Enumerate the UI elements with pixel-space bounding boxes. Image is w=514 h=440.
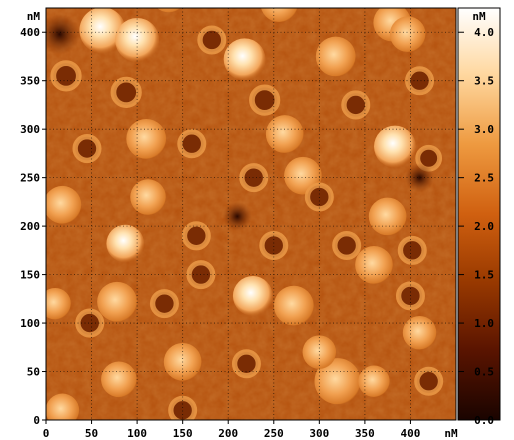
particle-14 — [46, 185, 82, 224]
ring-32 — [341, 90, 371, 120]
particle-11 — [389, 16, 426, 52]
cbar-tick-label-2.5: 2.5 — [474, 172, 494, 185]
particle-0 — [79, 8, 126, 54]
ring-48 — [168, 395, 198, 420]
ring-40 — [149, 289, 179, 319]
particle-8 — [261, 8, 298, 23]
pit-52 — [222, 201, 252, 232]
colorbar: 0.0 0.5 1.0 1.5 2.0 2.5 3.0 3.5 4.0 nM — [457, 7, 501, 427]
particle-5 — [232, 276, 273, 316]
ring-30 — [197, 25, 227, 55]
y-tick-label-300: 300 — [20, 123, 40, 136]
particle-10 — [315, 36, 356, 77]
y-tick-label-250: 250 — [20, 172, 40, 185]
x-tick-label-400: 400 — [401, 427, 421, 440]
x-tick-label-350: 350 — [355, 427, 375, 440]
ring-31 — [249, 84, 281, 116]
particle-7 — [156, 8, 182, 13]
particle-18 — [355, 246, 393, 284]
particle-15 — [130, 179, 166, 215]
surface-features — [46, 8, 444, 420]
colorbar-ticks: 0.0 0.5 1.0 1.5 2.0 2.5 3.0 3.5 4.0 nM — [458, 10, 494, 427]
scan-frame — [45, 7, 457, 421]
y-tick-label-0: 0 — [33, 414, 40, 427]
pit-50 — [46, 13, 81, 55]
ring-39 — [397, 235, 427, 265]
particle-24 — [402, 315, 437, 350]
cbar-unit-label: nM — [472, 10, 486, 23]
cbar-tick-label-1.5: 1.5 — [474, 269, 494, 282]
ring-43 — [231, 349, 261, 379]
particle-4 — [106, 224, 145, 263]
ring-36 — [239, 163, 269, 193]
cbar-tick-label-0.5: 0.5 — [474, 366, 494, 379]
cbar-tick-label-4.0: 4.0 — [474, 26, 494, 39]
x-tick-label-200: 200 — [218, 427, 238, 440]
ring-29 — [110, 76, 142, 108]
y-tick-label-100: 100 — [20, 317, 40, 330]
particle-26 — [302, 335, 337, 369]
x-tick-label-50: 50 — [85, 427, 98, 440]
particle-23 — [46, 287, 71, 320]
y-unit-label: nM — [27, 10, 41, 23]
particle-27 — [358, 365, 390, 397]
x-tick-label-300: 300 — [309, 427, 329, 440]
ring-28 — [50, 60, 82, 92]
y-tick-label-350: 350 — [20, 75, 40, 88]
cbar-tick-label-3.5: 3.5 — [474, 75, 494, 88]
cbar-tick-label-2.0: 2.0 — [474, 220, 494, 233]
x-tick-label-0: 0 — [43, 427, 50, 440]
cbar-tick-label-0.0: 0.0 — [474, 414, 494, 427]
particle-19 — [97, 281, 137, 322]
particle-2 — [223, 38, 266, 81]
particle-20 — [273, 285, 314, 326]
x-axis: 0 50 100 150 200 250 300 350 400 nM — [43, 420, 458, 440]
pit-51 — [404, 163, 435, 193]
ring-45 — [414, 366, 444, 396]
y-tick-label-400: 400 — [20, 26, 40, 39]
cbar-tick-label-1.0: 1.0 — [474, 317, 494, 330]
particle-13 — [265, 115, 304, 153]
x-tick-label-150: 150 — [173, 427, 193, 440]
cbar-tick-label-3.0: 3.0 — [474, 123, 494, 136]
particle-22 — [101, 361, 137, 398]
ring-37 — [72, 134, 102, 164]
ring-46 — [332, 230, 362, 261]
particle-6 — [314, 358, 361, 405]
y-axis: 0 50 100 150 200 250 300 350 400 nM — [20, 10, 46, 427]
y-tick-label-50: 50 — [27, 366, 40, 379]
colorbar-gradient — [457, 7, 501, 421]
x-tick-label-250: 250 — [264, 427, 284, 440]
particle-25 — [46, 393, 80, 420]
ring-34 — [177, 129, 207, 159]
grid-lines — [46, 8, 456, 420]
particle-12 — [126, 118, 167, 159]
y-tick-label-200: 200 — [20, 220, 40, 233]
y-tick-label-150: 150 — [20, 269, 40, 282]
scan-area — [46, 8, 456, 420]
x-tick-label-100: 100 — [127, 427, 147, 440]
ring-38 — [181, 221, 211, 251]
particle-3 — [374, 125, 416, 168]
x-unit-label: nM — [444, 427, 458, 440]
particle-17 — [368, 197, 407, 236]
